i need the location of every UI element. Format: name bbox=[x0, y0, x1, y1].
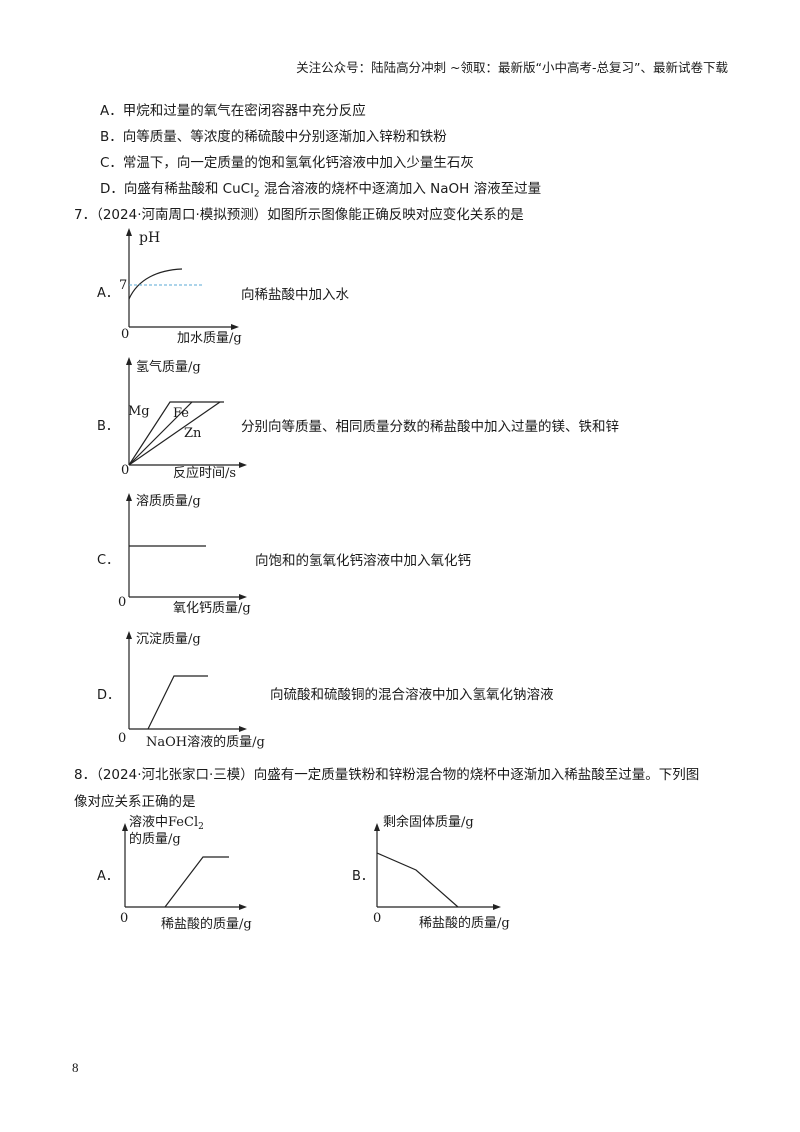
q7c-origin: 0 bbox=[118, 595, 126, 610]
q7b-label-mg: Mg bbox=[128, 404, 150, 419]
q7-option-d-label: D． bbox=[97, 688, 121, 703]
q7d-origin: 0 bbox=[118, 731, 126, 746]
q7b-label-fe: Fe bbox=[173, 406, 189, 421]
question-8-stem-line1: 8．（2024·河北张家口·三模）向盛有一定质量铁粉和锌粉混合物的烧杯中逐渐加入… bbox=[74, 767, 700, 783]
q7c-xlabel: 氧化钙质量/g bbox=[173, 601, 251, 615]
prev-option-a: A．甲烷和过量的氧气在密闭容器中充分反应 bbox=[100, 103, 366, 119]
question-8-stem-line2: 像对应关系正确的是 bbox=[74, 794, 196, 810]
q7b-origin: 0 bbox=[121, 463, 129, 478]
q7-graph-c: 溶质质量/g 0 氧化钙质量/g bbox=[118, 493, 251, 615]
q7-option-d-desc: 向硫酸和硫酸铜的混合溶液中加入氢氧化钠溶液 bbox=[270, 687, 554, 703]
q8-graph-a: 溶液中FeCl2 的质量/g 0 稀盐酸的质量/g bbox=[120, 815, 252, 932]
q8-graph-b: 剩余固体质量/g 0 稀盐酸的质量/g bbox=[373, 814, 510, 931]
q8b-origin: 0 bbox=[373, 911, 381, 926]
q7-option-a-label: A． bbox=[97, 286, 119, 301]
q7-graph-d: 沉淀质量/g 0 NaOH溶液的质量/g bbox=[118, 631, 265, 750]
q7-option-c-label: C． bbox=[97, 553, 120, 568]
q7-option-a-desc: 向稀盐酸中加入水 bbox=[241, 287, 349, 303]
q7a-xlabel: 加水质量/g bbox=[177, 331, 242, 346]
q8-option-b-label: B． bbox=[352, 869, 374, 884]
q8b-xlabel: 稀盐酸的质量/g bbox=[419, 915, 510, 931]
q7-option-b-desc: 分别向等质量、相同质量分数的稀盐酸中加入过量的镁、铁和锌 bbox=[241, 419, 619, 435]
q8b-ylabel: 剩余固体质量/g bbox=[383, 814, 474, 830]
q8a-ylabel-line1: 溶液中FeCl2 bbox=[129, 815, 204, 832]
q7-option-c-desc: 向饱和的氢氧化钙溶液中加入氧化钙 bbox=[255, 553, 471, 569]
q7d-xlabel: NaOH溶液的质量/g bbox=[146, 734, 265, 750]
q7b-xlabel: 反应时间/s bbox=[173, 465, 236, 481]
prev-option-c: C．常温下，向一定质量的饱和氢氧化钙溶液中加入少量生石灰 bbox=[100, 155, 474, 171]
q7-graph-b: 氢气质量/g Mg Fe Zn 0 反应时间/s bbox=[121, 357, 247, 481]
q7c-ylabel: 溶质质量/g bbox=[136, 494, 201, 509]
q7b-ylabel: 氢气质量/g bbox=[136, 359, 201, 375]
q7d-ylabel: 沉淀质量/g bbox=[136, 632, 201, 647]
q8a-origin: 0 bbox=[120, 911, 128, 926]
prev-option-b: B．向等质量、等浓度的稀硫酸中分别逐渐加入锌粉和铁粉 bbox=[100, 129, 447, 145]
q8a-ylabel-line2: 的质量/g bbox=[129, 831, 181, 847]
q7a-mark-7: 7 bbox=[119, 278, 127, 293]
q7a-origin: 0 bbox=[121, 327, 129, 342]
question-7-stem: 7．（2024·河南周口·模拟预测）如图所示图像能正确反映对应变化关系的是 bbox=[74, 207, 524, 223]
prev-option-d: D．向盛有稀盐酸和 CuCl2 混合溶液的烧杯中逐滴加入 NaOH 溶液至过量 bbox=[100, 181, 542, 200]
q7b-label-zn: Zn bbox=[184, 426, 202, 441]
page-number: 8 bbox=[72, 1060, 79, 1075]
q7-graph-a: pH 7 0 加水质量/g bbox=[119, 228, 242, 346]
q7a-ylabel: pH bbox=[139, 230, 160, 246]
q8-option-a-label: A． bbox=[97, 869, 119, 884]
page-header: 关注公众号：陆陆高分冲刺 ~领取：最新版“小中高考-总复习”、最新试卷下载 bbox=[296, 60, 728, 75]
q7-option-b-label: B． bbox=[97, 419, 119, 434]
q8a-xlabel: 稀盐酸的质量/g bbox=[161, 916, 252, 932]
